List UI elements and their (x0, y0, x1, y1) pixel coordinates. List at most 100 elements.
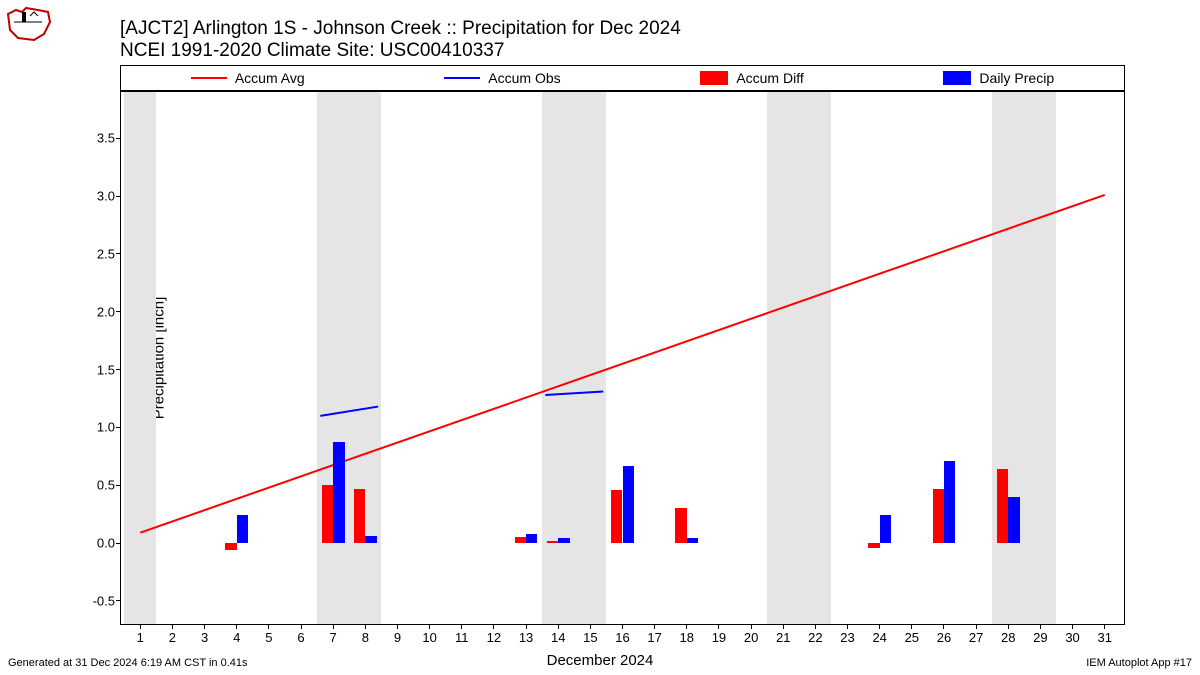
x-tick-label: 17 (647, 630, 661, 645)
bar-daily-precip (526, 534, 537, 543)
y-tick-label: 3.0 (97, 189, 115, 204)
bar-accum-diff (675, 508, 686, 543)
x-tick-label: 6 (297, 630, 304, 645)
y-tick-label: 0.0 (97, 536, 115, 551)
x-tick (397, 624, 398, 629)
x-tick (654, 624, 655, 629)
x-tick-label: 10 (422, 630, 436, 645)
bar-accum-diff (354, 489, 365, 543)
x-tick (911, 624, 912, 629)
x-tick-label: 26 (937, 630, 951, 645)
bar-daily-precip (237, 515, 248, 543)
x-tick (847, 624, 848, 629)
line-accum-obs (545, 392, 603, 395)
x-tick-label: 18 (680, 630, 694, 645)
chart-title-line1: [AJCT2] Arlington 1S - Johnson Creek :: … (120, 18, 681, 40)
x-tick (204, 624, 205, 629)
bar-daily-precip (687, 538, 698, 543)
bar-daily-precip (880, 515, 891, 543)
y-tick (116, 369, 121, 370)
x-tick (1040, 624, 1041, 629)
x-tick (718, 624, 719, 629)
footer-generated-text: Generated at 31 Dec 2024 6:19 AM CST in … (8, 657, 248, 669)
y-tick (116, 600, 121, 601)
x-tick-label: 2 (169, 630, 176, 645)
x-axis-label: December 2024 (547, 652, 654, 669)
legend-swatch (444, 77, 480, 79)
bar-accum-diff (547, 541, 558, 543)
x-tick (751, 624, 752, 629)
bar-daily-precip (333, 442, 344, 543)
x-tick-label: 15 (583, 630, 597, 645)
x-tick (815, 624, 816, 629)
y-tick (116, 253, 121, 254)
x-tick-label: 19 (712, 630, 726, 645)
y-tick-label: -0.5 (93, 593, 115, 608)
x-tick (493, 624, 494, 629)
bar-accum-diff (515, 537, 526, 543)
y-tick (116, 311, 121, 312)
x-tick-label: 29 (1033, 630, 1047, 645)
chart-plot-area: Precipitation [inch] -0.50.00.51.01.52.0… (120, 91, 1125, 625)
y-tick-label: 1.5 (97, 362, 115, 377)
y-tick-label: 3.5 (97, 131, 115, 146)
bar-daily-precip (1008, 497, 1019, 543)
x-tick (268, 624, 269, 629)
x-tick (1072, 624, 1073, 629)
x-tick-label: 13 (519, 630, 533, 645)
chart-legend: Accum Avg Accum Obs Accum Diff Daily Precip (120, 65, 1125, 91)
x-tick (140, 624, 141, 629)
legend-swatch (191, 77, 227, 79)
bar-accum-diff (997, 469, 1008, 543)
y-tick-label: 1.0 (97, 420, 115, 435)
x-tick (622, 624, 623, 629)
legend-label: Accum Diff (736, 70, 803, 86)
footer-app-text: IEM Autoplot App #17 (1086, 657, 1192, 669)
x-tick (976, 624, 977, 629)
legend-swatch (700, 71, 728, 85)
x-tick-label: 22 (808, 630, 822, 645)
legend-label: Accum Obs (488, 70, 560, 86)
x-tick (526, 624, 527, 629)
bar-daily-precip (944, 461, 955, 543)
bar-accum-diff (225, 543, 236, 550)
x-tick (365, 624, 366, 629)
x-tick (943, 624, 944, 629)
legend-item-1: Accum Obs (444, 70, 560, 86)
chart-lines-layer (121, 92, 1124, 624)
x-tick-label: 28 (1001, 630, 1015, 645)
bar-accum-diff (933, 489, 944, 543)
y-tick (116, 485, 121, 486)
legend-item-0: Accum Avg (191, 70, 305, 86)
legend-item-2: Accum Diff (700, 70, 803, 86)
x-tick (686, 624, 687, 629)
x-tick (1104, 624, 1105, 629)
bar-daily-precip (623, 466, 634, 543)
iem-logo (4, 4, 52, 42)
x-tick (590, 624, 591, 629)
x-tick-label: 31 (1097, 630, 1111, 645)
x-tick (236, 624, 237, 629)
x-tick-label: 9 (394, 630, 401, 645)
x-tick (333, 624, 334, 629)
line-accum-obs (320, 407, 378, 416)
x-tick-label: 3 (201, 630, 208, 645)
chart-title-line2: NCEI 1991-2020 Climate Site: USC00410337 (120, 40, 681, 62)
legend-swatch (943, 71, 971, 85)
x-tick-label: 20 (744, 630, 758, 645)
x-tick-label: 30 (1065, 630, 1079, 645)
x-tick (783, 624, 784, 629)
x-tick-label: 27 (969, 630, 983, 645)
y-tick-label: 2.5 (97, 246, 115, 261)
x-tick-label: 8 (362, 630, 369, 645)
y-tick (116, 138, 121, 139)
y-tick (116, 427, 121, 428)
bar-accum-diff (611, 490, 622, 543)
y-tick (116, 196, 121, 197)
legend-label: Accum Avg (235, 70, 305, 86)
x-tick (1008, 624, 1009, 629)
bar-daily-precip (558, 538, 569, 543)
x-tick-label: 21 (776, 630, 790, 645)
legend-item-3: Daily Precip (943, 70, 1054, 86)
x-tick (558, 624, 559, 629)
